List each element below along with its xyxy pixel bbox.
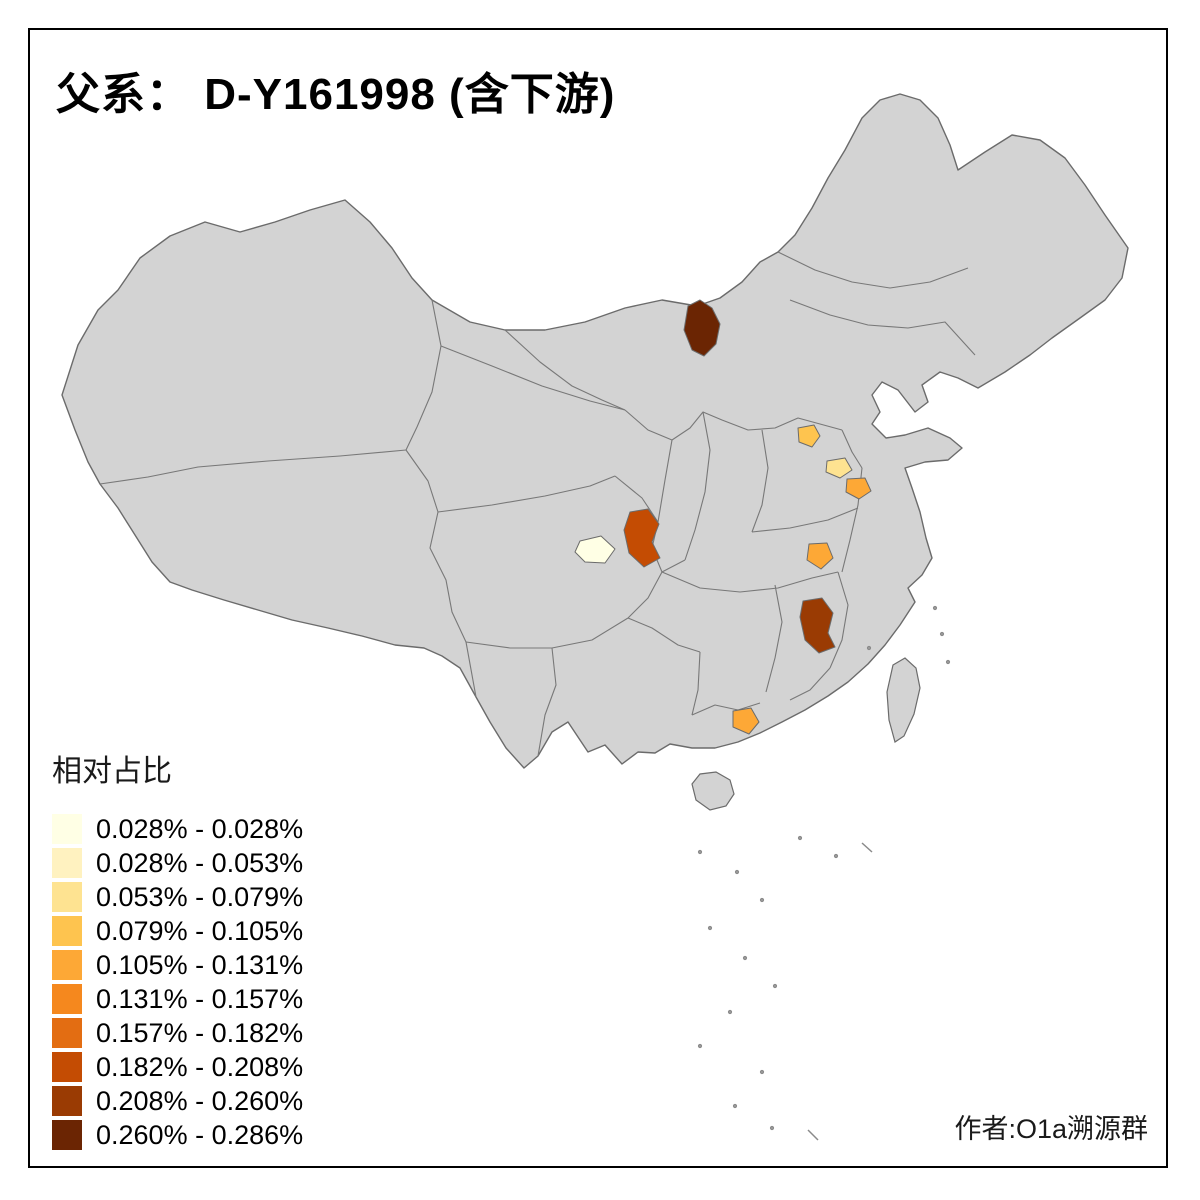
legend: 相对占比 0.028% - 0.028% 0.028% - 0.053% 0.053… [52, 746, 303, 1152]
legend-label: 0.131% - 0.157% [96, 983, 304, 1014]
legend-row: 0.105% - 0.131% [52, 948, 303, 982]
legend-row: 0.053% - 0.079% [52, 880, 303, 914]
legend-row: 0.131% - 0.157% [52, 982, 303, 1016]
legend-swatch [52, 1052, 82, 1082]
small-islands [697, 605, 951, 1141]
province-borders [99, 251, 976, 757]
legend-label: 0.260% - 0.286% [96, 1119, 304, 1150]
highlighted-region [806, 542, 834, 570]
legend-label: 0.208% - 0.260% [96, 1085, 304, 1116]
page-title: 父系： D-Y161998 (含下游) [56, 70, 616, 119]
legend-rows: 0.028% - 0.028% 0.028% - 0.053% 0.053% - 0… [52, 812, 303, 1152]
highlighted-region [574, 535, 616, 564]
legend-swatch [52, 984, 82, 1014]
legend-swatch [52, 916, 82, 946]
legend-label: 0.028% - 0.028% [96, 813, 304, 844]
legend-row: 0.157% - 0.182% [52, 1016, 303, 1050]
hainan-island [691, 771, 735, 811]
legend-label: 0.157% - 0.182% [96, 1017, 304, 1048]
legend-row: 0.260% - 0.286% [52, 1118, 303, 1152]
china-mainland [61, 93, 1129, 769]
legend-swatch [52, 950, 82, 980]
legend-row: 0.182% - 0.208% [52, 1050, 303, 1084]
highlighted-region [623, 508, 661, 568]
legend-label: 0.182% - 0.208% [96, 1051, 304, 1082]
highlighted-region [845, 477, 872, 500]
legend-title: 相对占比 [52, 755, 172, 788]
author-credit: 作者:O1a溯源群 [954, 1114, 1148, 1144]
legend-row: 0.208% - 0.260% [52, 1084, 303, 1118]
highlighted-region [825, 457, 853, 479]
legend-swatch [52, 1018, 82, 1048]
highlighted-region [797, 424, 821, 448]
legend-row: 0.028% - 0.053% [52, 846, 303, 880]
highlighted-region [799, 597, 836, 654]
legend-swatch [52, 814, 82, 844]
taiwan-island [886, 657, 921, 743]
legend-label: 0.105% - 0.131% [96, 949, 304, 980]
legend-swatch [52, 1086, 82, 1116]
legend-swatch [52, 882, 82, 912]
highlighted-region [683, 299, 721, 357]
legend-row: 0.079% - 0.105% [52, 914, 303, 948]
legend-swatch [52, 848, 82, 878]
legend-label: 0.079% - 0.105% [96, 915, 304, 946]
legend-row: 0.028% - 0.028% [52, 812, 303, 846]
legend-label: 0.053% - 0.079% [96, 881, 304, 912]
legend-swatch [52, 1120, 82, 1150]
legend-label: 0.028% - 0.053% [96, 847, 304, 878]
highlighted-region [732, 707, 760, 735]
